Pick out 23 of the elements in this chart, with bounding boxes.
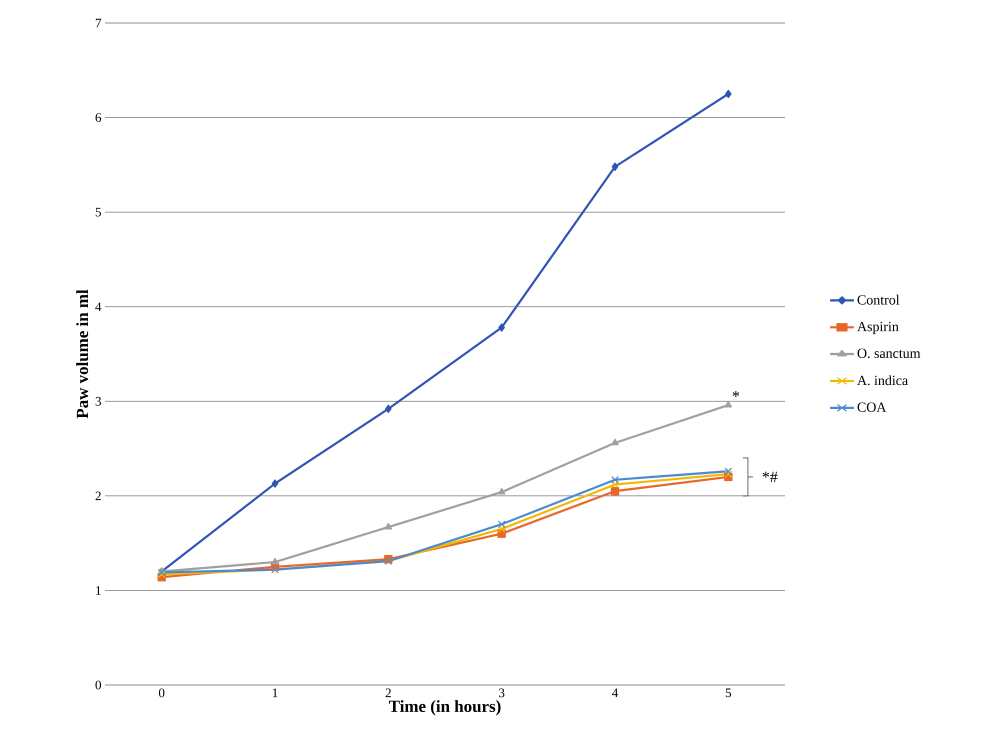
y-tick-label: 3 <box>96 396 101 406</box>
legend-label: Aspirin <box>857 322 899 334</box>
y-tick-label: 1 <box>96 586 101 595</box>
x-axis-title: Time (in hours) <box>388 700 501 716</box>
x-tick-label: 0 <box>158 688 164 698</box>
y-tick-label: 0 <box>96 680 101 690</box>
x-tick-label: 4 <box>612 688 618 698</box>
y-tick-label: 6 <box>96 113 102 122</box>
y-tick-label: 4 <box>95 302 102 311</box>
x-tick-label: 3 <box>499 688 504 698</box>
y-tick-label: 7 <box>96 18 102 28</box>
annotation: * <box>732 391 740 397</box>
x-tick-label: 5 <box>726 688 732 698</box>
legend-label: O. sanctum <box>858 348 920 358</box>
y-axis-title: Paw volume in ml <box>76 290 88 418</box>
legend-label: Control <box>858 294 900 305</box>
legend-label: COA <box>858 402 886 412</box>
x-tick-label: 2 <box>386 688 391 698</box>
annotation: *# <box>762 472 778 482</box>
legend-label: A. indica <box>857 375 908 386</box>
x-tick-label: 1 <box>272 688 278 698</box>
y-tick-label: 5 <box>96 208 101 216</box>
y-tick-label: 2 <box>96 492 101 500</box>
